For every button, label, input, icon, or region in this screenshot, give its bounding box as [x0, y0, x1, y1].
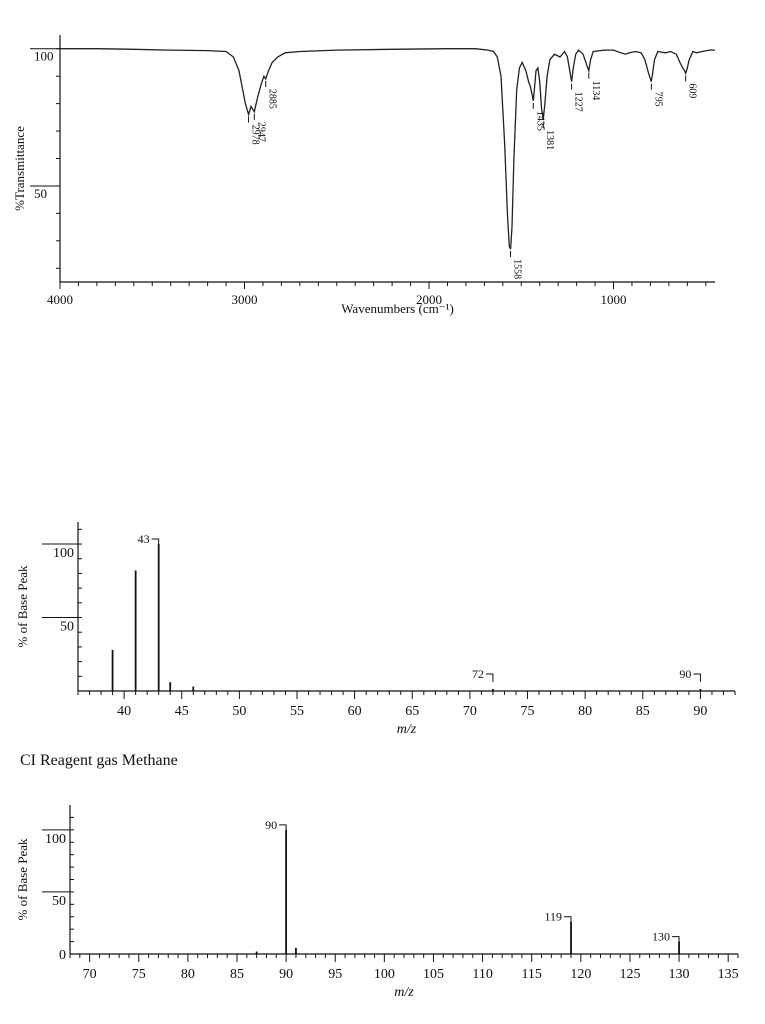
ir-y-axis-label: %Transmittance — [12, 126, 27, 211]
ir-x-tick-label: 3000 — [232, 292, 258, 307]
ei-x-axis-label: m/z — [397, 722, 417, 737]
ir-x-tick-label: 2000 — [416, 292, 442, 307]
ir-peak-label: 2947 — [255, 122, 266, 142]
ir-peak-label: 1227 — [573, 92, 584, 112]
ci-x-tick-label: 115 — [521, 967, 541, 982]
ci-x-tick-label: 130 — [669, 967, 690, 982]
ir-spectrum-trace — [60, 48, 715, 250]
ir-peak-label: 1134 — [590, 81, 601, 101]
ir-peak-label: 2885 — [267, 89, 278, 109]
ci-y-tick-label: 0 — [59, 948, 66, 963]
ir-peak-label: 795 — [652, 92, 663, 107]
ir-peak-label: 1435 — [534, 111, 545, 131]
ci-x-tick-label: 125 — [619, 967, 640, 982]
ci-x-tick-label: 75 — [132, 967, 146, 982]
ci-x-tick-label: 110 — [472, 967, 492, 982]
ci-y-axis-label: % of Base Peak — [15, 838, 30, 920]
ci-x-tick-label: 90 — [279, 967, 293, 982]
ir-spectrum-chart: 4000 3000 2000 1000 100 50 %Transmittance Waven… — [12, 35, 715, 316]
ci-x-tick-label: 105 — [423, 967, 444, 982]
ir-peak-label: 1381 — [544, 130, 555, 150]
ir-peak-label: 2978 — [250, 125, 261, 145]
ci-spectrum-title: CI Reagent gas Methane — [20, 752, 178, 769]
ci-x-tick-label: 85 — [230, 967, 244, 982]
ei-peak-label: 43 — [138, 532, 150, 546]
ir-y-tick-label: 50 — [34, 186, 47, 201]
ei-x-tick-label: 80 — [578, 704, 592, 719]
ci-peak-label: 130 — [652, 930, 670, 944]
ci-peak-marker — [672, 936, 680, 945]
ei-x-tick-label: 85 — [636, 704, 650, 719]
ei-peak-marker — [693, 673, 701, 682]
ei-peak-label: 90 — [679, 667, 691, 681]
ir-peak-label: 609 — [687, 83, 698, 98]
ci-peak-marker — [279, 824, 287, 833]
ci-y-tick-label: 100 — [45, 832, 66, 847]
ir-y-tick-label: 100 — [34, 49, 54, 64]
ei-mass-spectrum-chart: 40 45 50 55 60 65 70 75 80 85 90 100 50 % of Base Pea… — [15, 522, 736, 737]
ei-x-tick-label: 70 — [463, 704, 477, 719]
ci-peak-label: 90 — [265, 818, 277, 832]
ci-mass-spectrum-chart: 70 75 80 85 90 95 100 105 110 115 120 125 130 135 0 50 1… — [15, 805, 739, 1000]
ci-peak-marker — [564, 916, 572, 925]
ci-x-tick-label: 70 — [83, 967, 97, 982]
ei-y-axis-label: % of Base Peak — [15, 565, 30, 647]
ci-x-axis-label: m/z — [394, 985, 414, 1000]
ci-y-tick-label: 50 — [52, 894, 66, 909]
ei-x-tick-label: 50 — [232, 704, 246, 719]
ei-peak-label: 72 — [472, 667, 484, 681]
ei-x-tick-label: 75 — [521, 704, 535, 719]
ci-x-tick-label: 100 — [374, 967, 395, 982]
ei-x-tick-label: 60 — [348, 704, 362, 719]
ci-x-tick-label: 135 — [718, 967, 739, 982]
ei-peak-marker — [151, 538, 160, 548]
ci-x-tick-label: 120 — [570, 967, 591, 982]
ir-peak-label: 1558 — [512, 259, 523, 279]
ei-x-tick-label: 45 — [175, 704, 189, 719]
ei-y-tick-label: 50 — [60, 620, 74, 635]
ir-x-axis-label: Wavenumbers (cm⁻¹) — [341, 301, 454, 316]
ir-x-tick-label: 4000 — [47, 292, 73, 307]
ei-x-tick-label: 40 — [117, 704, 131, 719]
ei-x-tick-label: 65 — [405, 704, 419, 719]
ei-x-tick-label: 55 — [290, 704, 304, 719]
ci-peak-label: 119 — [544, 910, 562, 924]
ci-x-tick-label: 95 — [328, 967, 342, 982]
ei-peak-marker — [485, 673, 494, 682]
ir-x-tick-label: 1000 — [601, 292, 627, 307]
ei-y-tick-label: 100 — [53, 546, 74, 561]
ci-x-tick-label: 80 — [181, 967, 195, 982]
ei-x-tick-label: 90 — [693, 704, 707, 719]
